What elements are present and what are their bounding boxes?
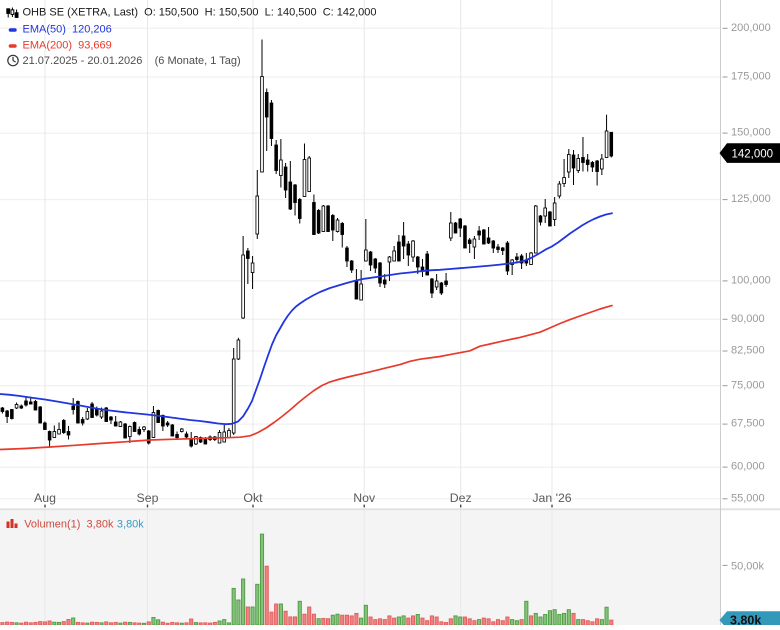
svg-text:3,80k: 3,80k	[117, 519, 144, 531]
svg-text:3,80k: 3,80k	[730, 614, 761, 625]
svg-text:142,000: 142,000	[732, 148, 774, 160]
svg-text:200,000: 200,000	[731, 22, 771, 34]
svg-text:Dez: Dez	[450, 491, 472, 505]
svg-text:82,500: 82,500	[731, 345, 765, 357]
svg-text:60,000: 60,000	[731, 461, 765, 473]
svg-text:Aug: Aug	[34, 491, 56, 505]
svg-text:Jan '26: Jan '26	[532, 491, 571, 505]
svg-text:Nov: Nov	[353, 491, 376, 505]
svg-text:100,000: 100,000	[731, 275, 771, 287]
svg-text:EMA(200) 93,669: EMA(200) 93,669	[23, 39, 112, 51]
svg-text:Okt: Okt	[243, 491, 263, 505]
svg-text:50,00k: 50,00k	[731, 561, 765, 573]
svg-text:90,000: 90,000	[731, 313, 765, 325]
svg-text:Sep: Sep	[137, 491, 159, 505]
svg-text:175,000: 175,000	[731, 71, 771, 83]
svg-text:21.07.2025 - 20.01.2026 (6: 21.07.2025 - 20.01.2026 (6 Monate, 1 Tag…	[23, 55, 241, 67]
svg-text:Volumen(1) 3,80k: Volumen(1) 3,80k	[24, 519, 114, 531]
svg-text:55,000: 55,000	[731, 492, 765, 504]
svg-text:EMA(50) 120,206: EMA(50) 120,206	[23, 24, 112, 36]
svg-text:OHB SE (XETRA, Last) O: 150,5: OHB SE (XETRA, Last) O: 150,500 H: 150,5…	[23, 7, 377, 19]
svg-text:67,500: 67,500	[731, 418, 765, 430]
svg-text:125,000: 125,000	[731, 193, 771, 205]
svg-text:150,000: 150,000	[731, 127, 771, 139]
svg-text:75,000: 75,000	[731, 379, 765, 391]
